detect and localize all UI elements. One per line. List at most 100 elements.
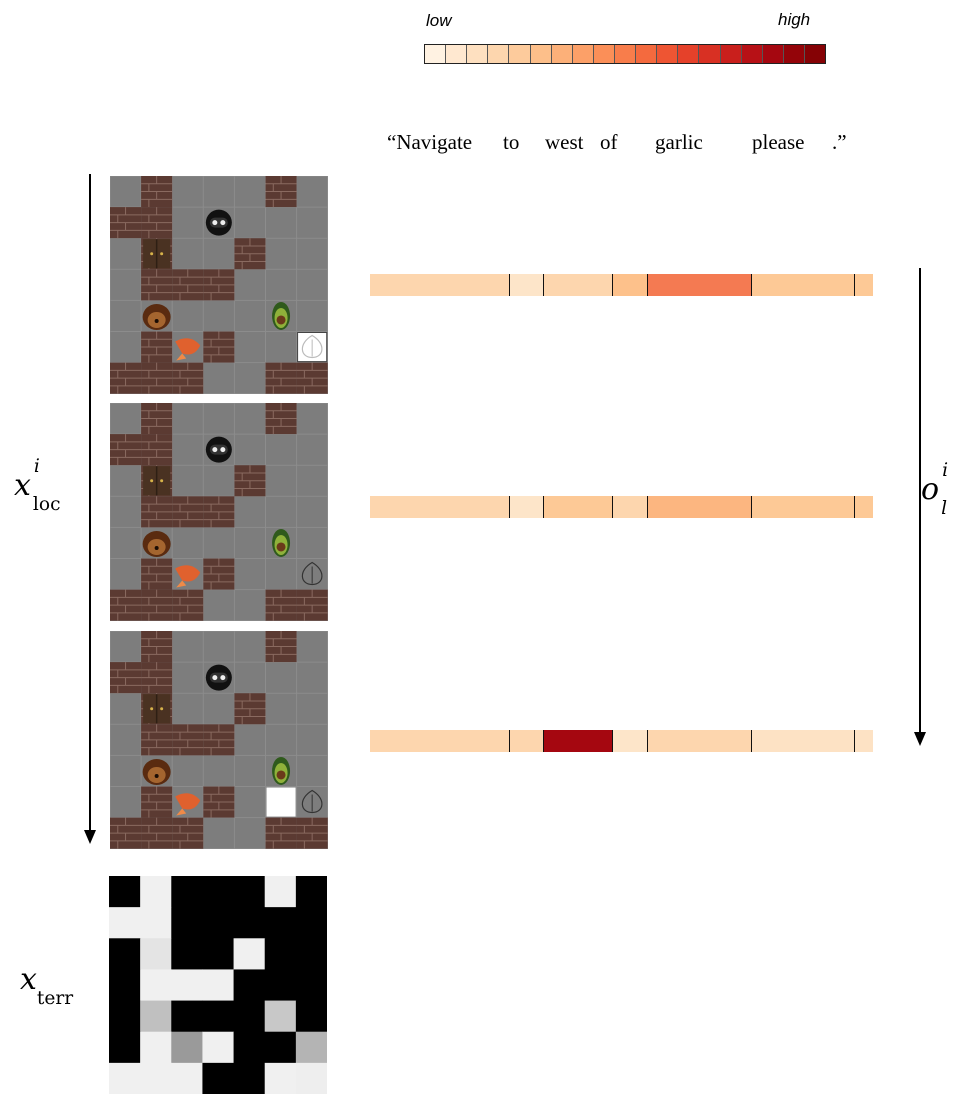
attention-segment [543,274,612,296]
brick-wall-icon [110,207,142,239]
terrain-cell [295,1031,327,1064]
brick-wall-icon [265,589,297,621]
attention-segment [509,274,543,296]
brick-wall-icon [265,176,297,208]
brick-wall-icon [110,662,142,694]
shrimp-icon [175,338,201,361]
color-scale-step [636,45,658,63]
terrain-cell [109,1031,141,1064]
brick-wall-icon [141,331,173,363]
attention-segment [543,496,612,518]
garlic-icon [301,561,323,586]
terrain-cell [264,969,297,1002]
terrain-cell [109,876,141,908]
color-scale-bar [424,44,826,64]
terrain-cell [295,938,327,970]
attention-segment [751,274,854,296]
attention-segment [647,496,751,518]
color-scale-step [509,45,531,63]
terrain-cell [233,969,266,1002]
terrain-cell [140,1000,172,1033]
brick-wall-icon [141,434,173,466]
x-loc-label: x i loc [14,456,61,515]
terrain-cell [233,907,266,939]
color-scale-step [699,45,721,63]
brick-wall-icon [141,724,173,756]
brick-wall-icon [141,207,173,239]
robot-icon [205,436,232,463]
brick-wall-icon [110,362,142,394]
terrain-cell [264,1000,297,1033]
brick-wall-icon [141,558,173,590]
hedgehog-icon [142,758,171,785]
color-scale-step [762,45,784,63]
terrain-map [109,876,327,1094]
attention-segment [543,730,612,752]
brick-wall-icon [172,496,204,528]
attention-segment [509,496,543,518]
color-scale-step [593,45,615,63]
color-scale-step [551,45,573,63]
terrain-cell [171,1000,203,1033]
avocado-icon [272,301,291,330]
brick-wall-icon [203,786,235,818]
terrain-cell [140,969,172,1002]
terrain-cell [202,938,235,970]
terrain-cell [264,1062,297,1094]
legend-high-label: high [778,10,811,29]
sentence-word: of [600,130,618,154]
color-scale-step [657,45,679,63]
brick-wall-icon [265,403,297,435]
terrain-cell [264,938,297,970]
terrain-cell [295,1000,327,1033]
sentence-word: west [545,130,584,154]
terrain-cell [295,1062,327,1094]
terrain-cell [202,969,235,1002]
brick-wall-icon [172,589,204,621]
color-scale-step [572,45,594,63]
color-scale-step [446,45,468,63]
terrain-cell [171,938,203,970]
brick-wall-icon [234,693,266,725]
door-icon [143,694,171,724]
brick-wall-icon [172,269,204,301]
brick-wall-icon [265,631,297,663]
hedgehog-icon [142,303,171,330]
legend-low-label: low [426,11,452,30]
color-scale-step [614,45,637,63]
brick-wall-icon [265,817,297,849]
brick-wall-icon [296,362,328,394]
color-scale-step [530,45,552,63]
attention-segment [370,496,509,518]
brick-wall-icon [203,496,235,528]
brick-wall-icon [203,269,235,301]
terrain-cell [295,876,327,908]
color-scale-step [741,45,763,63]
attention-bar-2 [370,496,873,518]
instruction-sentence: “Navigate to west of garlic please .” [387,130,877,160]
brick-wall-icon [296,589,328,621]
avocado-icon [272,528,291,557]
attention-segment [647,730,751,752]
color-scale-step [720,45,742,63]
grid-map-1 [110,176,328,394]
down-arrow-right [914,268,926,746]
brick-wall-icon [110,434,142,466]
attention-bar-1 [370,274,873,296]
brick-wall-icon [141,269,173,301]
brick-wall-icon [203,724,235,756]
attention-segment [854,730,873,752]
attention-segment [612,274,647,296]
terrain-cell [264,876,297,908]
brick-wall-icon [203,331,235,363]
color-scale-step [783,45,805,63]
terrain-cell [109,1062,141,1094]
robot-icon [205,664,232,691]
brick-wall-icon [141,589,173,621]
brick-wall-icon [141,362,173,394]
sentence-word: garlic [655,130,703,154]
attention-segment [509,730,543,752]
brick-wall-icon [234,238,266,270]
brick-wall-icon [141,176,173,208]
